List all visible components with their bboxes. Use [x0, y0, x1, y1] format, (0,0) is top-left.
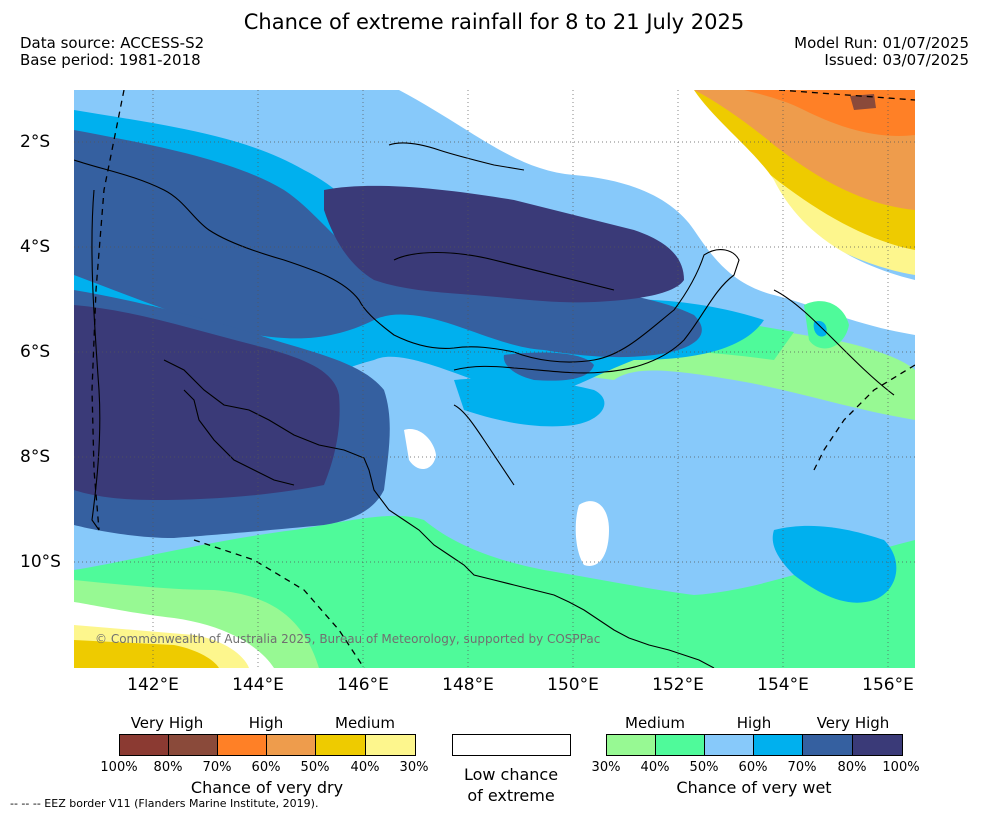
- wet-swatch-40-50: [655, 734, 705, 756]
- dry-category-high: High: [248, 714, 284, 732]
- dry-swatch-60-70: [217, 734, 267, 756]
- lat-label: 8°S: [20, 447, 51, 467]
- gridlines: [74, 90, 915, 668]
- lon-label: 148°E: [442, 675, 494, 695]
- dry-category-very-high: Very High: [130, 714, 204, 732]
- lat-label: 4°S: [20, 237, 51, 257]
- wet-swatch-70-80: [802, 734, 853, 756]
- low-chance-swatch: [452, 734, 571, 756]
- issued-text: Issued: 03/07/2025: [824, 51, 969, 69]
- shade-low-se-island: [575, 501, 609, 566]
- low-chance-label: Low chance of extreme: [441, 764, 581, 806]
- data-source-text: Data source: ACCESS-S2: [20, 34, 205, 52]
- model-run-text: Model Run: 01/07/2025: [794, 34, 969, 52]
- wet-tick: 50%: [689, 760, 719, 775]
- eez-border-note: -- -- -- EEZ border V11 (Flanders Marine…: [10, 797, 319, 810]
- wet-swatch-30-40: [606, 734, 656, 756]
- coastlines: [74, 142, 895, 668]
- dry-swatch-40-50: [315, 734, 366, 756]
- shade-wet-80-100: [324, 185, 684, 303]
- dry-swatch-80-100: [119, 734, 169, 756]
- shade-wet-60-70-mid: [454, 378, 605, 427]
- lon-label: 144°E: [232, 675, 284, 695]
- lon-label: 142°E: [127, 675, 179, 695]
- shade-wet-80-100-west: [74, 305, 340, 500]
- shade-wet-70-80-mid: [503, 352, 594, 381]
- low-chance-line1: Low chance: [463, 765, 559, 784]
- lat-label: 2°S: [20, 132, 51, 152]
- wet-tick: 70%: [787, 760, 817, 775]
- rainfall-map: [74, 90, 915, 668]
- dry-legend-title: Chance of very dry: [190, 778, 344, 797]
- shade-low-mid-small: [404, 429, 436, 470]
- shade-wet-60-70-east: [772, 525, 897, 603]
- shade-low-top: [399, 90, 915, 335]
- dry-swatch-70-80: [168, 734, 218, 756]
- dry-tick: 40%: [350, 760, 380, 775]
- wet-tick: 100%: [882, 760, 920, 775]
- dry-tick: 70%: [202, 760, 232, 775]
- lon-label: 156°E: [862, 675, 914, 695]
- wet-tick: 40%: [640, 760, 670, 775]
- wet-category-high: High: [736, 714, 772, 732]
- wet-swatch-80-100: [852, 734, 903, 756]
- lat-label: 10°S: [20, 552, 61, 572]
- map-title: Chance of extreme rainfall for 8 to 21 J…: [243, 10, 745, 34]
- dry-tick: 60%: [251, 760, 281, 775]
- wet-tick: 30%: [591, 760, 621, 775]
- dry-tick: 80%: [153, 760, 183, 775]
- wet-swatch-60-70: [753, 734, 803, 756]
- shade-wet-60-70-ne: [804, 301, 849, 349]
- copyright-text: © Commonwealth of Australia 2025, Bureau…: [95, 632, 601, 646]
- eez-borders: [91, 90, 915, 668]
- dry-swatch-50-60: [266, 734, 316, 756]
- dry-tick: 100%: [100, 760, 138, 775]
- wet-tick: 80%: [837, 760, 867, 775]
- shade-dry-70-80: [850, 94, 876, 110]
- wet-tick: 60%: [738, 760, 768, 775]
- lon-label: 152°E: [652, 675, 704, 695]
- dry-tick: 30%: [399, 760, 429, 775]
- shade-wet-60-70-ne-core: [813, 320, 827, 337]
- lon-label: 146°E: [337, 675, 389, 695]
- dry-tick: 50%: [300, 760, 330, 775]
- low-chance-line2: of extreme: [467, 786, 555, 805]
- wet-category-medium: Medium: [625, 714, 685, 732]
- dry-swatch-30-40: [365, 734, 416, 756]
- wet-category-very-high: Very High: [816, 714, 890, 732]
- lon-label: 154°E: [757, 675, 809, 695]
- wet-swatch-50-60: [704, 734, 754, 756]
- meta-right: Model Run: 01/07/2025 Issued: 03/07/2025: [794, 35, 969, 69]
- lat-label: 6°S: [20, 342, 51, 362]
- shade-dry-40-50-sw: [74, 640, 219, 668]
- wet-legend-title: Chance of very wet: [676, 778, 832, 797]
- base-period-text: Base period: 1981-2018: [20, 51, 201, 69]
- meta-left: Data source: ACCESS-S2 Base period: 1981…: [20, 35, 204, 69]
- dry-category-medium: Medium: [335, 714, 395, 732]
- lon-label: 150°E: [547, 675, 599, 695]
